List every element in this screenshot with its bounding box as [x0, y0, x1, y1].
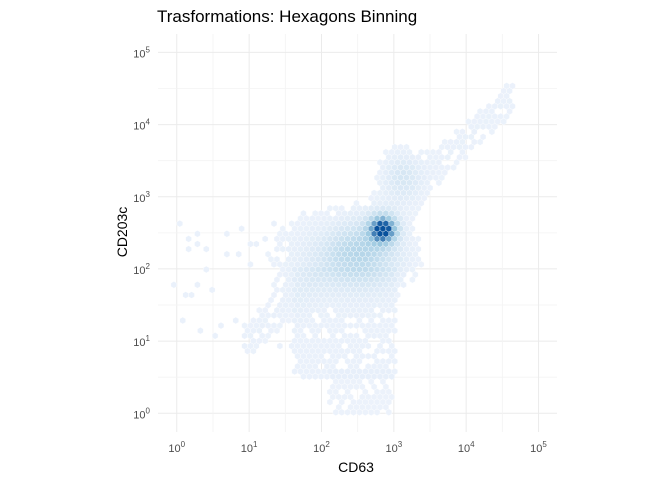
x-tick-label: 104	[458, 440, 475, 455]
hexbin-cell	[203, 245, 210, 253]
hexbin-cell	[188, 291, 195, 299]
hexbin-cell	[306, 372, 313, 381]
y-tick-label: 103	[133, 190, 150, 205]
hexbin-cell	[176, 219, 183, 228]
y-tick-label: 100	[133, 406, 150, 421]
hexbin-cell	[238, 225, 245, 233]
hexbin-cell	[479, 123, 487, 131]
hexbin-cell	[391, 357, 398, 365]
hexbin-cell	[350, 408, 357, 416]
hexbin-cell	[400, 281, 407, 289]
hexbin-cell	[365, 352, 372, 360]
hexbin-cell	[232, 316, 239, 325]
hexbin-cell	[347, 311, 354, 320]
hexbin-cell	[300, 372, 307, 381]
hexbin-cell	[194, 230, 201, 238]
hexbin-cell	[285, 316, 292, 325]
hexbin-cell	[185, 245, 192, 253]
hexbin-cell	[182, 291, 189, 299]
hexbin-cell	[323, 372, 331, 381]
hexbin-cell	[194, 240, 201, 248]
hexbin-cells	[170, 82, 516, 416]
hexbin-cell	[170, 281, 178, 289]
hexbin-cell	[203, 265, 210, 274]
hexbin-cell	[488, 128, 496, 136]
hexbin-cell	[353, 321, 360, 330]
hexbin-cell	[312, 372, 319, 381]
hexbin-cell	[223, 230, 231, 238]
hexbin-cell	[217, 321, 225, 330]
hexbin-cell	[273, 327, 281, 335]
x-axis-ticks: 100 101 102 103 104 105	[168, 440, 547, 455]
hexbin-cell	[385, 408, 392, 416]
hexbin-cell	[409, 276, 416, 284]
y-tick-label: 102	[133, 262, 150, 277]
hexbin-cell	[385, 306, 392, 314]
hexbin-cell	[368, 408, 375, 416]
y-axis-title: CD203c	[114, 207, 130, 258]
hexbin-cell	[462, 153, 469, 161]
hexbin-cell	[270, 311, 278, 320]
hexbin-cell	[444, 153, 451, 161]
hexbin-cell	[270, 260, 278, 269]
hexbin-cell	[450, 163, 457, 172]
hexbin-cell	[317, 372, 325, 381]
y-tick-label: 105	[133, 45, 150, 60]
hexbin-cell	[476, 138, 484, 146]
hexbin-cell	[347, 321, 354, 330]
hexbin-cell	[388, 372, 395, 381]
x-tick-label: 101	[241, 440, 258, 455]
x-axis-title: CD63	[338, 459, 374, 475]
hexbin-cell	[468, 143, 475, 151]
hexbin-cell	[247, 240, 254, 248]
y-tick-label: 101	[133, 334, 150, 349]
hexbin-cell	[194, 281, 201, 289]
hexbin-cell	[391, 306, 398, 314]
x-tick-label: 102	[313, 440, 330, 455]
hexbin-cell	[185, 235, 192, 243]
chart-title: Trasformations: Hexagons Binning	[157, 7, 417, 26]
hexbin-cell	[435, 179, 443, 187]
hexbin-cell	[497, 102, 504, 110]
hexbin-cell	[209, 286, 216, 294]
hexbin-cell	[247, 260, 254, 269]
hexbin-cell	[353, 383, 360, 391]
hexbin-cell	[279, 245, 286, 253]
hexbin-cell	[500, 117, 507, 126]
hexbin-cell	[365, 342, 372, 350]
x-tick-label: 100	[168, 440, 185, 455]
hexbin-cell	[373, 408, 381, 416]
hexbin-cell	[276, 342, 284, 350]
hexbin-cell	[356, 408, 363, 416]
hexbin-cell	[241, 332, 248, 340]
y-tick-label: 104	[133, 118, 150, 133]
hexbin-cell	[262, 337, 269, 345]
hexbin-cell	[291, 367, 298, 376]
hexbin-cell	[253, 240, 260, 248]
hexbin-cell	[326, 398, 334, 406]
hexbin-cell	[362, 408, 369, 416]
hexbin-cell	[332, 408, 339, 416]
hexbin-cell	[391, 327, 398, 335]
x-tick-label: 103	[385, 440, 402, 455]
hexbin-cell	[273, 245, 281, 253]
hexbin-cell	[370, 332, 378, 340]
hexbin-cell	[244, 347, 251, 355]
hexbin-cell	[418, 260, 425, 269]
hexbin-cell	[179, 316, 186, 325]
hexbin-cell	[338, 408, 345, 416]
hexbin-cell	[211, 332, 219, 340]
x-tick-label: 105	[530, 440, 547, 455]
hexbin-cell	[344, 408, 351, 416]
hexbin-cell	[379, 347, 387, 355]
hexbin-cell	[270, 219, 278, 228]
hexbin-cell	[250, 347, 257, 355]
y-axis-ticks: 100 101 102 103 104 105	[133, 45, 150, 421]
hexbin-cell	[262, 235, 269, 243]
hexbin-cell	[223, 250, 231, 258]
hexbin-cell	[235, 250, 242, 258]
hexbin-cell	[197, 327, 204, 335]
